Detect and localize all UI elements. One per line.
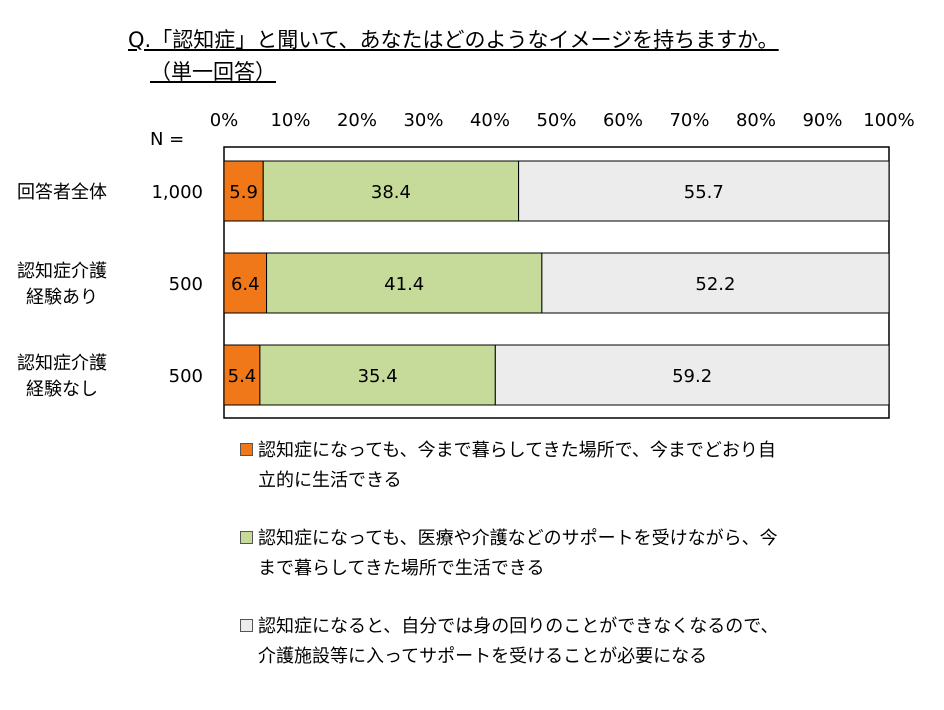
x-tick-label: 10% [270, 110, 310, 131]
legend-text-1b: 立的に生活できる [258, 470, 402, 491]
x-tick-label: 100% [863, 110, 914, 131]
data-label: 35.4 [358, 366, 398, 387]
x-tick-label: 90% [802, 110, 842, 131]
x-tick-label: 60% [603, 110, 643, 131]
data-label: 52.2 [695, 274, 735, 295]
chart-subtitle: （単一回答） [150, 60, 276, 84]
legend-item-1: 認知症になっても、今まで暮らしてきた場所で、今までどおり自 立的に生活できる [240, 436, 880, 496]
x-tick-label: 80% [736, 110, 776, 131]
n-value: 500 [169, 366, 203, 387]
category-label: 経験なし [26, 379, 98, 400]
x-tick-label: 20% [337, 110, 377, 131]
data-label: 55.7 [684, 182, 724, 203]
legend-text-3b: 介護施設等に入ってサポートを受けることが必要になる [258, 646, 708, 667]
legend-text-2b: まで暮らしてきた場所で生活できる [258, 558, 545, 579]
category-label: 経験あり [26, 287, 98, 308]
data-label: 59.2 [672, 366, 712, 387]
category-label: 回答者全体 [17, 182, 107, 203]
bar-segment [541, 252, 890, 314]
category-label: 認知症介護 [17, 353, 107, 374]
n-label: N = [150, 129, 184, 150]
legend-text-2a: 認知症になっても、医療や介護などのサポートを受けながら、今 [258, 528, 778, 549]
legend-swatch-gray [240, 618, 253, 632]
x-tick-label: 50% [536, 110, 576, 131]
stacked-bar-chart: 0% 10% 20% 30% 40% 50% 60% 70% 80% 90% 100% N = 回答者全… [17, 110, 915, 419]
data-label: 6.4 [231, 274, 260, 295]
data-label: 5.9 [229, 182, 258, 203]
legend-item-3: 認知症になると、自分では身の回りのことができなくなるので、 介護施設等に入ってサ… [240, 612, 880, 672]
x-tick-label: 70% [669, 110, 709, 131]
legend-item-2: 認知症になっても、医療や介護などのサポートを受けながら、今 まで暮らしてきた場所… [240, 524, 880, 584]
bar-segment [262, 160, 520, 222]
bar-segment [494, 344, 890, 406]
category-label: 認知症介護 [17, 261, 107, 282]
bar-segment [223, 344, 261, 406]
n-value: 1,000 [151, 182, 203, 203]
x-tick-label: 0% [210, 110, 239, 131]
bar-segment [259, 344, 496, 406]
legend: 認知症になっても、今まで暮らしてきた場所で、今までどおり自 立的に生活できる 認… [240, 436, 880, 672]
bar-segment [518, 160, 890, 222]
chart-title: Q.「認知症」と聞いて、あなたはどのようなイメージを持ちますか。 [128, 28, 779, 52]
legend-swatch-green [240, 530, 253, 544]
data-label: 41.4 [384, 274, 424, 295]
legend-text-3a: 認知症になると、自分では身の回りのことができなくなるので、 [258, 616, 779, 637]
x-tick-label: 30% [403, 110, 443, 131]
n-value: 500 [169, 274, 203, 295]
x-tick-label: 40% [470, 110, 510, 131]
legend-text-1a: 認知症になっても、今まで暮らしてきた場所で、今までどおり自 [258, 440, 776, 461]
bar-segment [266, 252, 543, 314]
data-label: 38.4 [371, 182, 411, 203]
legend-swatch-orange [240, 442, 253, 456]
data-label: 5.4 [228, 366, 257, 387]
bar-segment [223, 252, 268, 314]
